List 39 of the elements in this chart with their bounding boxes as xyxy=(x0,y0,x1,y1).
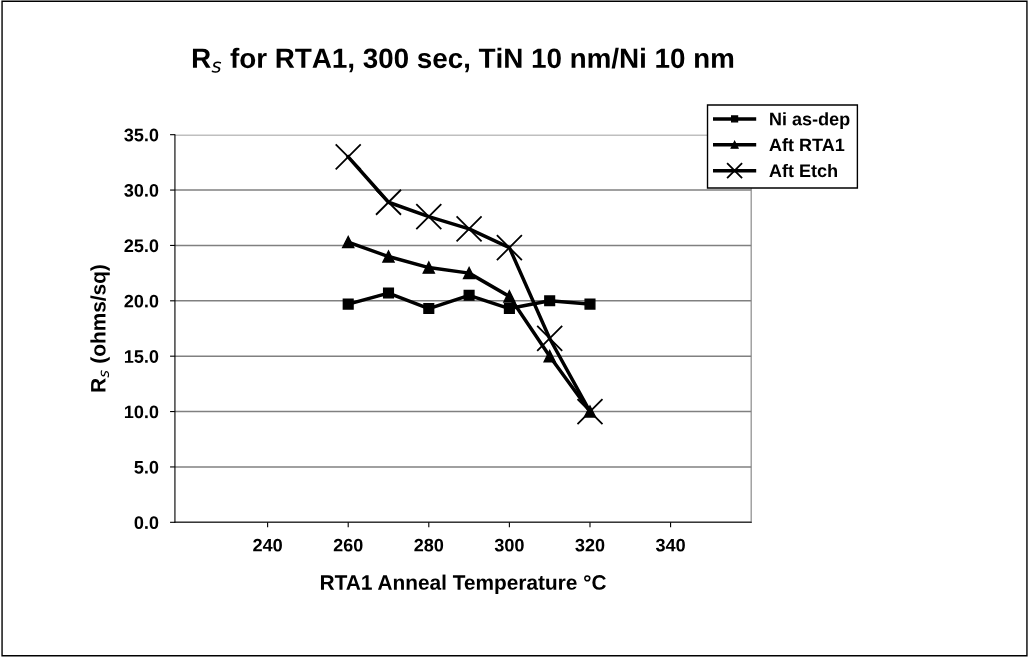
x-tick-label: 240 xyxy=(253,538,282,552)
y-tick-label: 5.0 xyxy=(134,460,159,474)
point xyxy=(334,143,362,171)
x-tick-label: 280 xyxy=(414,538,444,552)
point xyxy=(503,303,515,315)
point xyxy=(382,250,395,263)
y-tick-label: 10.0 xyxy=(124,405,159,419)
point xyxy=(544,295,556,307)
x-tick-label: 300 xyxy=(494,538,524,552)
point xyxy=(503,290,516,303)
x-tick-label: 260 xyxy=(333,538,363,552)
point xyxy=(495,234,523,262)
point xyxy=(415,203,443,231)
point xyxy=(423,303,435,315)
point xyxy=(341,235,355,249)
point xyxy=(382,287,395,299)
y-tick-label: 35.0 xyxy=(124,128,159,142)
point xyxy=(462,266,476,280)
legend-label: Ni as-dep xyxy=(770,112,850,129)
y-tick-label: 25.0 xyxy=(124,239,159,253)
legend-label: Aft RTA1 xyxy=(769,138,845,152)
x-tick-label: 340 xyxy=(655,538,685,552)
y-tick-label: 0.0 xyxy=(134,516,159,530)
y-tick-label: 15.0 xyxy=(124,350,159,363)
point xyxy=(463,289,475,301)
point xyxy=(536,325,564,352)
y-axis-title: R$_{s}$ (ohms/sq) xyxy=(90,265,110,392)
y-tick-label: 30.0 xyxy=(124,184,159,197)
x-tick-label: 320 xyxy=(575,538,605,552)
point xyxy=(375,188,402,216)
chart-title: R$_{s}$ for RTA1, 300 sec, TiN 10 nm/Ni 10 nm xyxy=(192,47,734,73)
point xyxy=(584,298,596,310)
x-axis-title: RTA1 Anneal Temperature °C xyxy=(320,574,606,594)
point xyxy=(543,349,556,363)
legend-label: Aft Etch xyxy=(769,163,837,178)
point xyxy=(342,298,354,310)
y-tick-label: 20.0 xyxy=(124,294,159,308)
point xyxy=(455,215,483,243)
point xyxy=(422,261,436,274)
